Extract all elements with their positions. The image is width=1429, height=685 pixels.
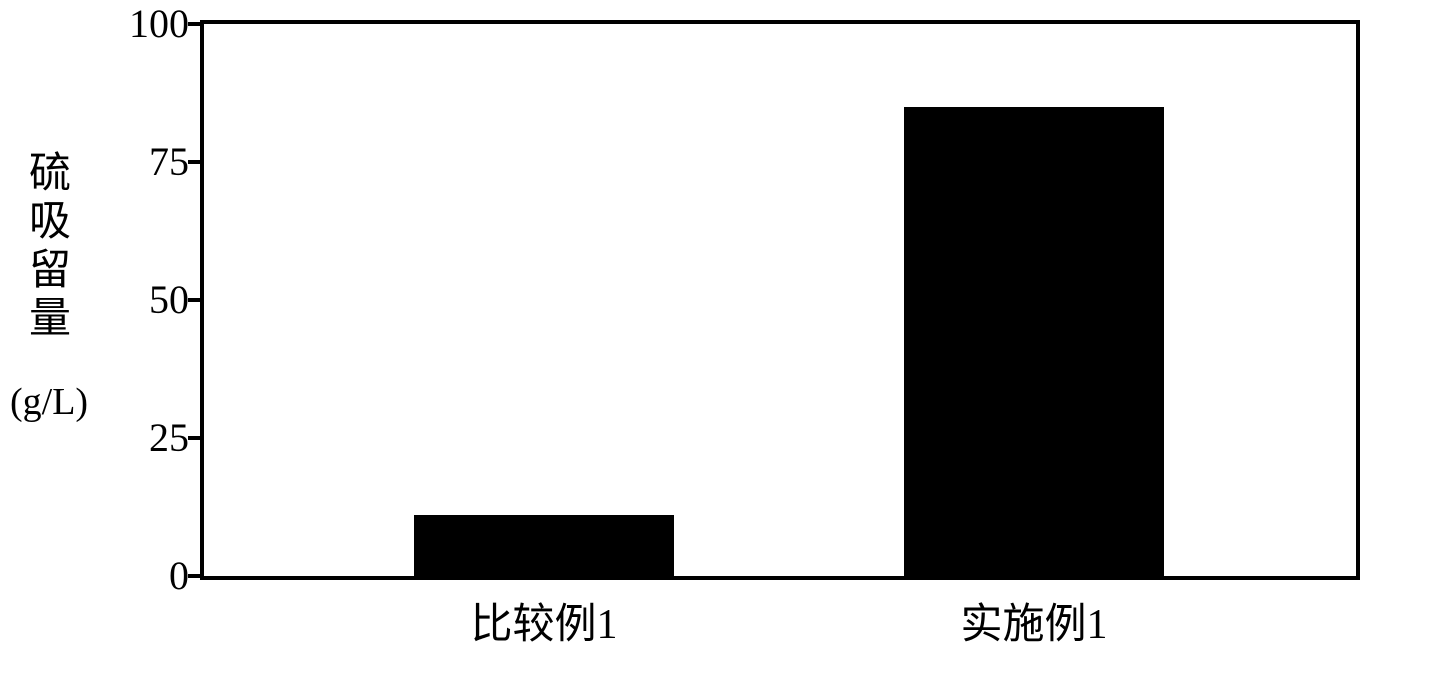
y-axis-unit: (g/L) [10,380,88,424]
chart-container: 硫 吸 留 量 (g/L) 0 25 50 75 100 比较例1 实施例1 [0,0,1429,685]
bar [904,107,1164,576]
y-axis-title-char: 留 [20,247,80,295]
y-tick-label: 50 [89,276,189,323]
y-tick-mark [188,160,200,164]
y-tick-label: 25 [89,414,189,461]
x-category-label: 实施例1 [914,590,1154,651]
y-tick-label: 75 [89,138,189,185]
y-axis-title-char: 硫 [20,150,80,198]
y-tick-label: 100 [89,0,189,47]
y-tick-mark [188,574,200,578]
plot-area [200,20,1360,580]
y-tick-mark [188,298,200,302]
x-category-label: 比较例1 [424,590,664,651]
y-tick-mark [188,436,200,440]
y-tick-mark [188,22,200,26]
y-axis-title: 硫 吸 留 量 [20,150,80,343]
y-tick-label: 0 [89,552,189,599]
y-axis-title-char: 吸 [20,198,80,246]
bar [414,515,674,576]
y-axis-title-char: 量 [20,295,80,343]
